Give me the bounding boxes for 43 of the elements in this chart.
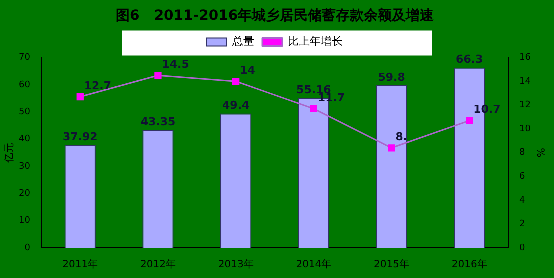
data-label: 12.7 [84, 79, 112, 92]
y2-tick-label: 4 [520, 196, 526, 206]
y-tick-label: 40 [19, 134, 31, 145]
y2-tick-label: 10 [520, 124, 532, 134]
point [466, 117, 474, 124]
x-tick-label: 2011年 [62, 258, 98, 271]
x-tick-label: 2015年 [374, 258, 410, 271]
y2-tick-label: 8 [520, 148, 526, 158]
data-label: 43.35 [140, 116, 176, 129]
y-tick-label: 0 [24, 243, 31, 254]
chart-title: 图6 2011-2016年城乡居民储蓄存款余额及增速 [116, 7, 436, 24]
legend-label: 比上年增长 [288, 35, 343, 48]
y2-tick-label: 2 [520, 220, 526, 230]
x-tick-label: 2016年 [452, 258, 488, 271]
point [232, 78, 240, 86]
data-label: 14 [240, 64, 256, 77]
y-tick-label: 50 [19, 107, 31, 118]
x-tick-label: 2013年 [218, 258, 254, 271]
x-tick-label: 2014年 [296, 258, 332, 271]
y2-tick-label: 12 [520, 100, 531, 111]
legend-label: 总量 [232, 35, 254, 48]
data-label: 14.5 [162, 58, 190, 71]
y-tick-label: 60 [19, 80, 31, 90]
data-label: 66.3 [456, 53, 484, 66]
data-label: 59.8 [378, 70, 406, 84]
data-label: 37.92 [62, 130, 98, 144]
y-tick-label: 70 [19, 53, 31, 64]
point [154, 72, 162, 80]
data-label: 49.4 [222, 99, 250, 112]
y2-tick-label: 14 [520, 76, 532, 87]
point [388, 144, 396, 152]
point [76, 93, 84, 101]
point [310, 105, 318, 112]
x-tick-label: 2012年 [140, 258, 176, 271]
y2-axis-title: % [534, 148, 546, 158]
y2-tick-label: 6 [520, 172, 526, 182]
y2-tick-label: 0 [520, 243, 526, 254]
y-axis-title: 亿元 [4, 142, 16, 164]
y-tick-label: 20 [19, 189, 31, 199]
y-tick-label: 30 [19, 162, 31, 172]
y2-tick-label: 16 [520, 53, 532, 64]
data-label: 8. [396, 130, 408, 144]
y-tick-label: 10 [19, 216, 31, 226]
